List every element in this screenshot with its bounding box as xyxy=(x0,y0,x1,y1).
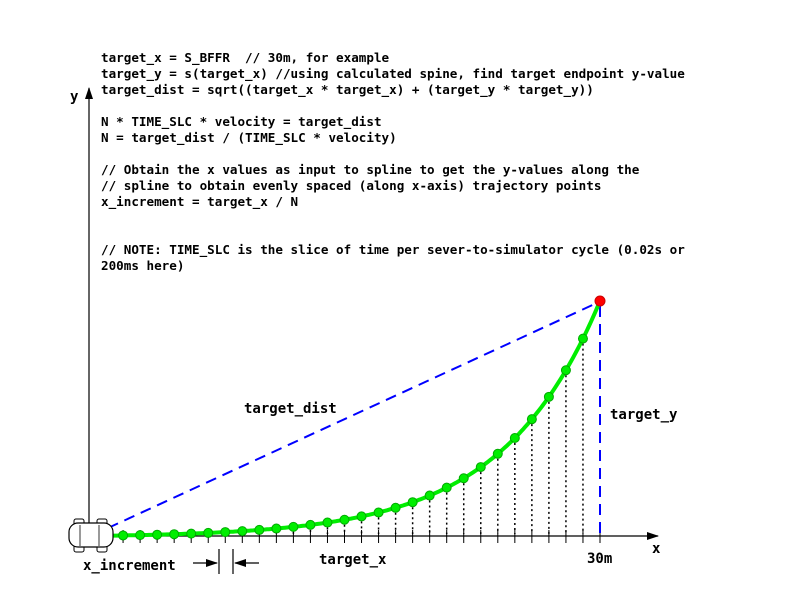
target-y-label: target_y xyxy=(610,407,678,423)
trajectory-point xyxy=(237,526,248,537)
trajectory-point xyxy=(390,502,401,513)
trajectory-point xyxy=(203,527,214,538)
trajectory-point xyxy=(407,497,418,508)
code-line: x_increment = target_x / N xyxy=(101,194,299,209)
trajectory-point xyxy=(186,528,197,539)
code-line: // NOTE: TIME_SLC is the slice of time p… xyxy=(101,242,685,257)
trajectory-point xyxy=(543,391,554,402)
x-increment-label: x_increment xyxy=(83,558,176,574)
trajectory-point xyxy=(509,432,520,443)
trajectory-point xyxy=(577,333,588,344)
trajectory-point xyxy=(526,414,537,425)
target-point xyxy=(594,295,606,307)
trajectory-point xyxy=(152,529,163,540)
x-axis-label: x xyxy=(652,541,661,557)
code-line: target_x = S_BFFR // 30m, for example xyxy=(101,50,390,65)
code-line: // spline to obtain evenly spaced (along… xyxy=(101,178,602,193)
code-line: target_y = s(target_x) //using calculate… xyxy=(101,66,685,81)
trajectory-point xyxy=(458,473,469,484)
code-line: target_dist = sqrt((target_x * target_x)… xyxy=(101,82,594,97)
trajectory-point xyxy=(475,462,486,473)
trajectory-point xyxy=(271,523,282,534)
code-line: N = target_dist / (TIME_SLC * velocity) xyxy=(101,130,397,145)
code-line: N * TIME_SLC * velocity = target_dist xyxy=(101,114,382,129)
trajectory-point xyxy=(560,365,571,376)
trajectory-point xyxy=(254,524,265,535)
trajectory-point xyxy=(135,530,146,541)
trajectory-point xyxy=(305,519,316,530)
trajectory-point xyxy=(169,529,180,540)
trajectory-point xyxy=(339,514,350,525)
target-x-label: target_x xyxy=(319,552,387,568)
trajectory-point xyxy=(492,448,503,459)
trajectory-point xyxy=(356,511,367,522)
trajectory-point xyxy=(373,507,384,518)
car-icon xyxy=(68,518,114,553)
trajectory-point xyxy=(220,527,231,538)
trajectory-point xyxy=(288,521,299,532)
code-line: // Obtain the x values as input to splin… xyxy=(101,162,640,177)
code-line: 200ms here) xyxy=(101,258,185,273)
trajectory-point xyxy=(322,517,333,528)
end-tick-label: 30m xyxy=(587,551,612,567)
code-block: target_x = S_BFFR // 30m, for example tar… xyxy=(101,50,685,274)
trajectory-point xyxy=(118,530,129,541)
trajectory-point xyxy=(424,490,435,501)
x-increment-indicator xyxy=(193,549,259,574)
target-dist-label: target_dist xyxy=(244,401,337,417)
trajectory-point xyxy=(441,482,452,493)
trajectory-points xyxy=(101,333,588,541)
y-axis-label: y xyxy=(70,89,79,105)
dotted-drop-lines xyxy=(105,343,584,541)
target-dist-dashed-line xyxy=(107,301,600,529)
